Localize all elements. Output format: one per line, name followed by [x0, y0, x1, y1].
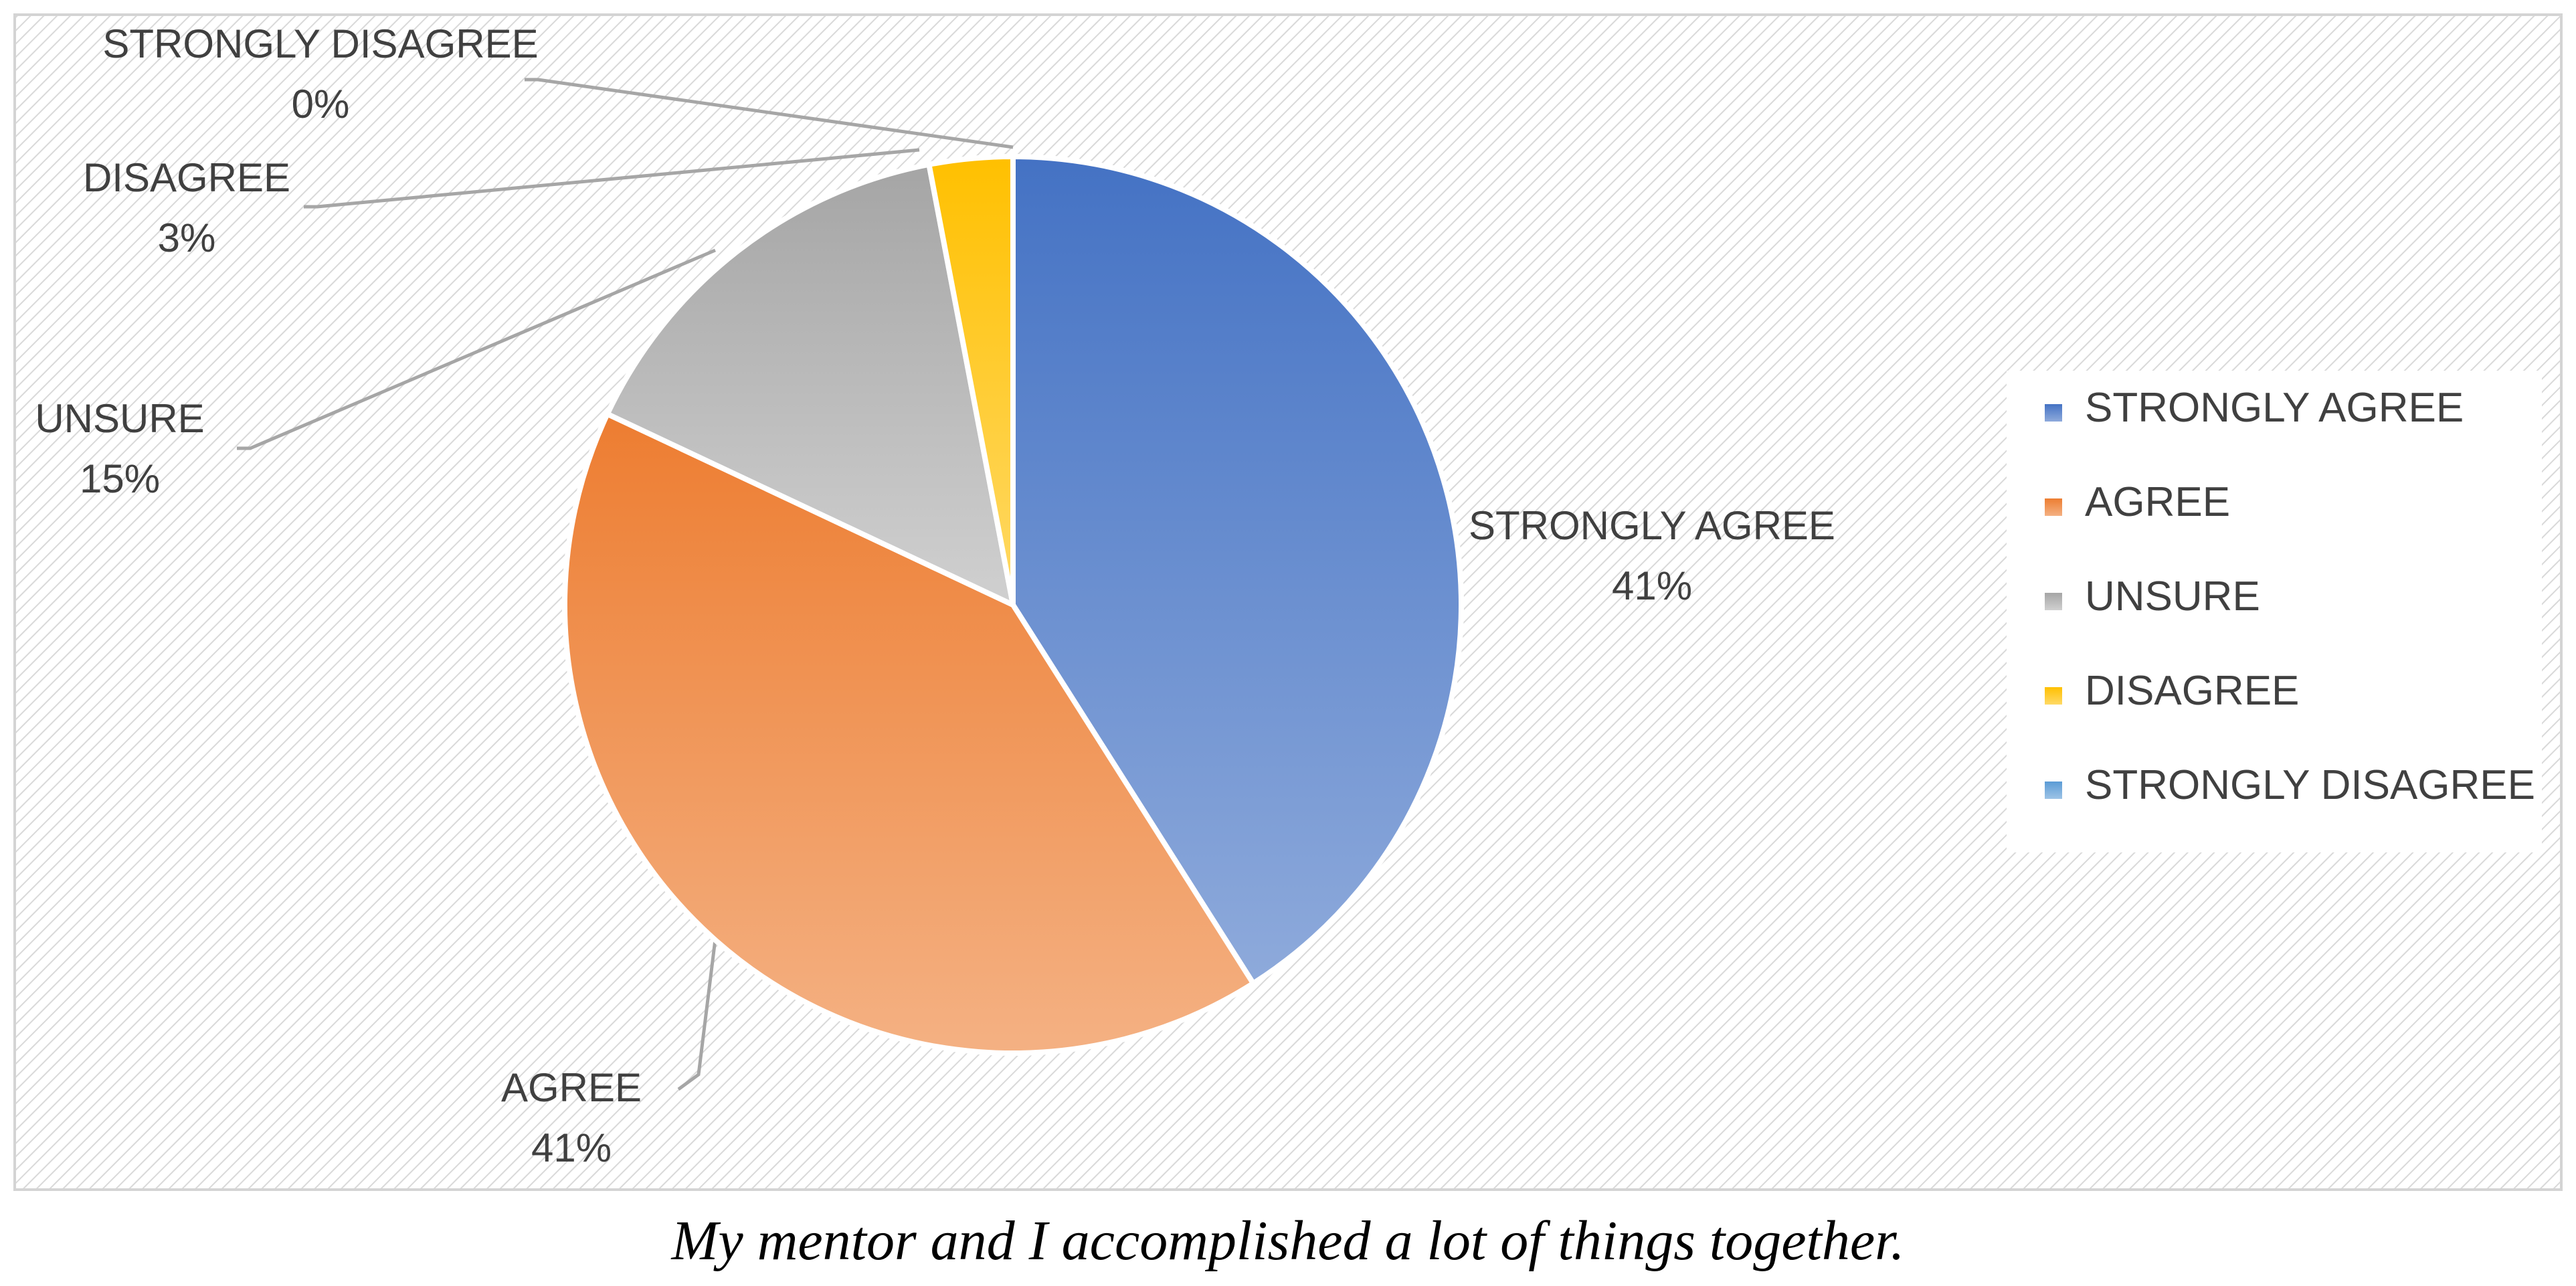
legend-entry-strongly-agree: STRONGLY AGREE: [2085, 385, 2464, 431]
legend-swatch-disagree: [2045, 687, 2062, 705]
legend: STRONGLY AGREE AGREE UNSURE DISAGREE STRONGL…: [2007, 371, 2542, 852]
legend-entry-agree: AGREE: [2085, 479, 2230, 525]
leader-line-strongly-disagree: [525, 78, 1014, 149]
legend-swatch-strongly-disagree: [2045, 782, 2062, 799]
data-label-percent-agree: 41%: [531, 1125, 612, 1170]
legend-entry-unsure: UNSURE: [2085, 573, 2260, 620]
data-label-percent-strongly-disagree: 0%: [292, 82, 350, 126]
data-label-percent-unsure: 15%: [80, 456, 160, 501]
data-label-category-unsure: UNSURE: [35, 396, 204, 441]
slice-unsure: [604, 161, 1016, 608]
data-label-category-strongly-disagree: STRONGLY DISAGREE: [102, 21, 538, 66]
legend-entry-strongly-disagree: STRONGLY DISAGREE: [2085, 762, 2535, 808]
data-label-percent-strongly-agree: 41%: [1612, 563, 1692, 608]
leader-line-disagree: [304, 148, 920, 209]
legend-swatch-agree: [2045, 498, 2062, 516]
data-label-category-disagree: DISAGREE: [83, 155, 290, 200]
pie-slices: [562, 154, 1464, 1056]
leader-line-agree: [677, 939, 717, 1091]
legend-entry-disagree: DISAGREE: [2085, 668, 2299, 714]
legend-swatch-unsure: [2045, 593, 2062, 610]
slice-disagree: [926, 154, 1016, 608]
pie-chart: STRONGLY AGREE 41% AGREE 41% UNSURE 15% DISAGR…: [16, 16, 2560, 1188]
legend-swatch-strongly-agree: [2045, 404, 2062, 422]
data-labels: STRONGLY AGREE 41% AGREE 41% UNSURE 15% DISAGR…: [35, 21, 1835, 1170]
data-label-category-strongly-agree: STRONGLY AGREE: [1469, 503, 1835, 548]
leader-lines: [237, 78, 1014, 1091]
chart-area: STRONGLY AGREE 41% AGREE 41% UNSURE 15% DISAGR…: [13, 13, 2563, 1191]
legend-box: [2007, 371, 2542, 852]
leader-line-unsure: [237, 248, 716, 450]
figure-caption: My mentor and I accomplished a lot of th…: [671, 1210, 1905, 1272]
data-label-category-agree: AGREE: [501, 1065, 642, 1110]
data-label-percent-disagree: 3%: [158, 215, 216, 260]
slice-agree: [562, 411, 1256, 1056]
